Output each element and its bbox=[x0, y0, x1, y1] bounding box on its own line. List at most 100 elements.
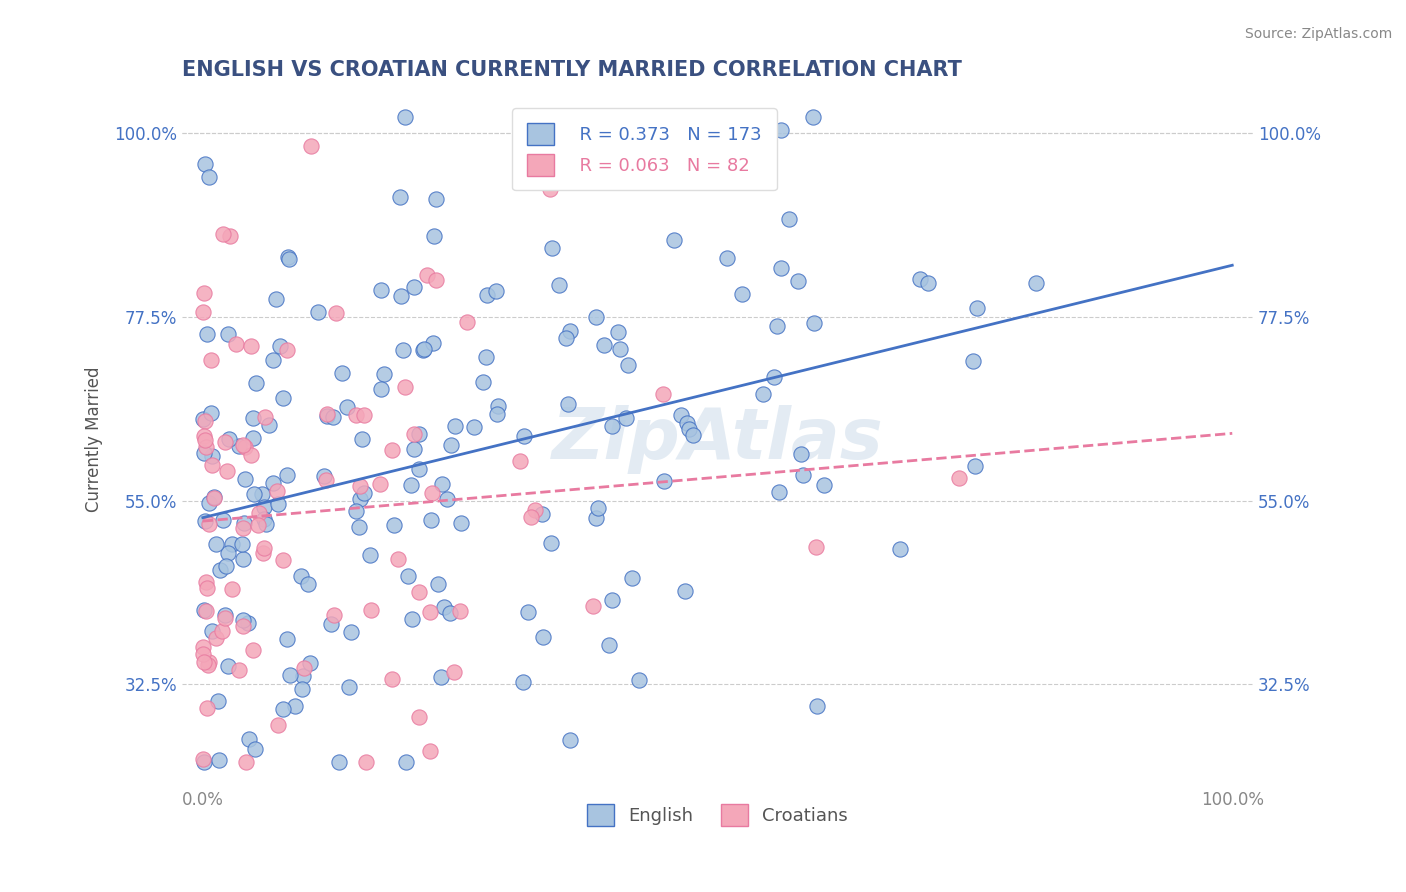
Point bbox=[419, 605, 441, 619]
Point bbox=[191, 411, 214, 425]
Point bbox=[778, 212, 800, 227]
Point bbox=[520, 510, 543, 524]
Point bbox=[336, 400, 359, 414]
Point bbox=[276, 468, 298, 483]
Point bbox=[198, 496, 221, 510]
Point bbox=[558, 324, 581, 338]
Point bbox=[291, 669, 314, 683]
Point bbox=[401, 612, 423, 626]
Point bbox=[194, 514, 217, 528]
Point bbox=[766, 318, 789, 333]
Point bbox=[1025, 276, 1047, 290]
Point bbox=[228, 439, 250, 453]
Point bbox=[204, 631, 226, 645]
Point bbox=[242, 643, 264, 657]
Point bbox=[238, 732, 260, 747]
Point bbox=[354, 755, 377, 769]
Point bbox=[593, 338, 616, 352]
Point bbox=[232, 552, 254, 566]
Point bbox=[252, 546, 274, 560]
Point bbox=[564, 124, 586, 138]
Point bbox=[231, 537, 253, 551]
Point bbox=[211, 513, 233, 527]
Point bbox=[193, 755, 215, 769]
Point bbox=[547, 278, 569, 293]
Point bbox=[191, 305, 214, 319]
Point bbox=[420, 486, 443, 500]
Point bbox=[586, 500, 609, 515]
Point bbox=[236, 616, 259, 631]
Point bbox=[716, 252, 738, 266]
Point bbox=[394, 110, 416, 124]
Point bbox=[211, 624, 233, 638]
Point bbox=[433, 600, 456, 615]
Point bbox=[652, 474, 675, 488]
Point bbox=[232, 516, 254, 530]
Point bbox=[246, 518, 269, 533]
Point bbox=[557, 397, 579, 411]
Point bbox=[322, 608, 344, 623]
Point bbox=[422, 336, 444, 351]
Point bbox=[419, 512, 441, 526]
Point bbox=[328, 755, 350, 769]
Point bbox=[486, 399, 509, 413]
Point bbox=[217, 327, 239, 342]
Point bbox=[402, 442, 425, 457]
Point bbox=[430, 476, 453, 491]
Point bbox=[373, 367, 395, 381]
Point bbox=[200, 406, 222, 420]
Point bbox=[803, 316, 825, 330]
Point bbox=[253, 541, 276, 556]
Point bbox=[353, 409, 375, 423]
Point bbox=[344, 409, 367, 423]
Point bbox=[422, 228, 444, 243]
Point bbox=[193, 446, 215, 460]
Point bbox=[768, 484, 790, 499]
Point bbox=[264, 293, 287, 307]
Point bbox=[214, 611, 236, 625]
Point bbox=[194, 157, 217, 171]
Point bbox=[585, 511, 607, 525]
Point bbox=[769, 122, 792, 136]
Point bbox=[253, 410, 276, 425]
Point bbox=[962, 354, 984, 368]
Point bbox=[617, 358, 640, 372]
Point bbox=[530, 508, 553, 522]
Point bbox=[440, 438, 463, 452]
Point bbox=[242, 430, 264, 444]
Point bbox=[254, 517, 277, 532]
Point bbox=[389, 190, 412, 204]
Text: Source: ZipAtlas.com: Source: ZipAtlas.com bbox=[1244, 27, 1392, 41]
Point bbox=[394, 380, 416, 394]
Point bbox=[235, 473, 257, 487]
Point bbox=[271, 701, 294, 715]
Point bbox=[253, 500, 276, 514]
Point bbox=[276, 632, 298, 646]
Point bbox=[602, 592, 624, 607]
Point bbox=[321, 617, 343, 632]
Point bbox=[475, 350, 498, 364]
Point bbox=[475, 288, 498, 302]
Point bbox=[195, 440, 218, 454]
Point bbox=[456, 315, 478, 329]
Point bbox=[401, 478, 423, 492]
Point bbox=[291, 681, 314, 696]
Point bbox=[408, 462, 430, 476]
Point bbox=[381, 442, 404, 457]
Point bbox=[408, 427, 430, 442]
Text: ENGLISH VS CROATIAN CURRENTLY MARRIED CORRELATION CHART: ENGLISH VS CROATIAN CURRENTLY MARRIED CO… bbox=[183, 60, 962, 79]
Point bbox=[194, 433, 217, 447]
Point bbox=[243, 742, 266, 756]
Point bbox=[344, 504, 367, 518]
Point bbox=[231, 521, 253, 535]
Point bbox=[359, 548, 381, 562]
Point bbox=[197, 516, 219, 531]
Point bbox=[485, 407, 508, 421]
Point bbox=[277, 250, 299, 264]
Point bbox=[218, 432, 240, 446]
Point bbox=[214, 558, 236, 573]
Point bbox=[426, 577, 449, 591]
Point bbox=[408, 585, 430, 599]
Point bbox=[560, 732, 582, 747]
Point bbox=[298, 656, 321, 670]
